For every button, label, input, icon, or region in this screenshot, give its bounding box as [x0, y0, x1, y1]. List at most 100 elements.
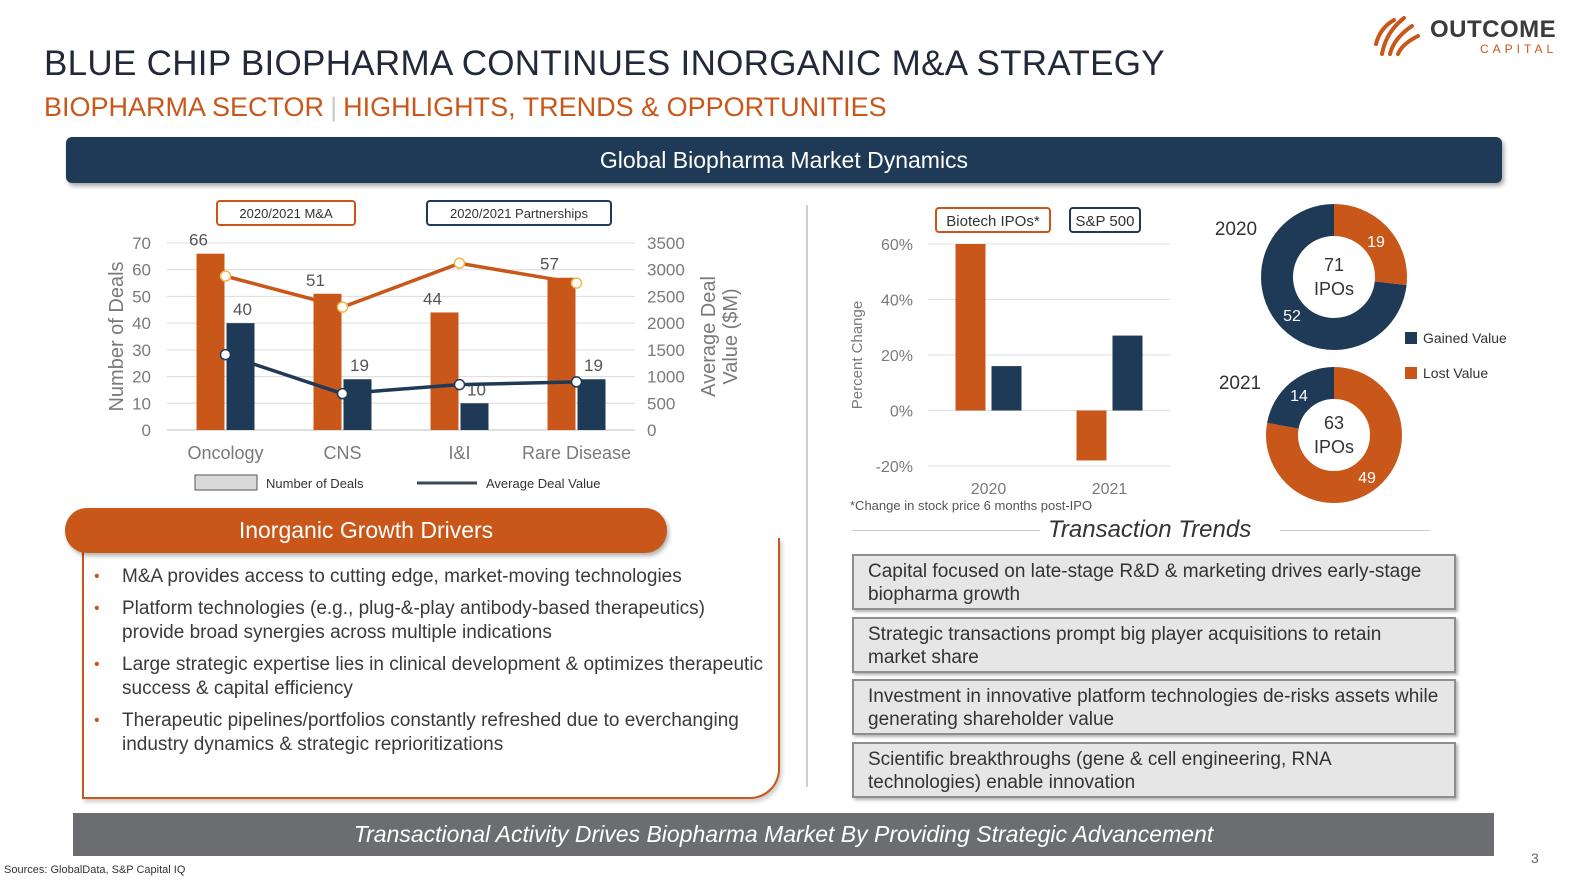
- trend-text: Capital focused on late-stage R&D & mark…: [868, 561, 1422, 605]
- bar: [226, 323, 255, 430]
- logo-wordmark: OUTCOME: [1430, 16, 1557, 43]
- series-legend-label: 2020/2021 M&A: [239, 206, 333, 221]
- donut-year-title: 2020: [1215, 219, 1257, 240]
- donut-center-value: 63: [1324, 413, 1344, 433]
- y-tick-label: 0: [142, 421, 151, 440]
- y2-tick-label: 500: [647, 394, 675, 413]
- y-tick-label: 20%: [881, 348, 913, 365]
- trend-text: Strategic transactions prompt big player…: [868, 624, 1382, 668]
- page-subtitle: BIOPHARMA SECTOR | HIGHLIGHTS, TRENDS & OP…: [44, 92, 887, 123]
- x-tick-label: 2020: [971, 481, 1007, 498]
- deal-value-point: [336, 301, 349, 313]
- bullet-icon: •: [94, 712, 100, 729]
- y2-tick-label: 0: [647, 421, 656, 440]
- conclusion-text: Transactional Activity Drives Biopharma …: [353, 821, 1214, 847]
- logo-ray-1: [1380, 16, 1406, 56]
- y2-tick-label: 2500: [647, 287, 685, 306]
- donut-legend-swatch: [1405, 332, 1417, 344]
- vertical-divider: [806, 205, 808, 787]
- series-legend-box: [935, 207, 1051, 233]
- y-tick-label: 40%: [881, 293, 913, 310]
- y-tick-label: 30: [132, 341, 151, 360]
- bar: [991, 366, 1022, 411]
- y-tick-label: 0%: [890, 404, 913, 421]
- donut-center-label: IPOs: [1314, 279, 1354, 299]
- y-tick-label: -20%: [876, 459, 913, 476]
- bar-value-label: 19: [350, 356, 369, 375]
- bullet-icon: •: [94, 568, 100, 585]
- y2-tick-label: 3000: [647, 261, 685, 280]
- x-tick-label: I&I: [448, 443, 470, 463]
- legend-line-label: Average Deal Value: [486, 476, 600, 491]
- trend-item: Scientific breakthroughs (gene & cell en…: [852, 742, 1456, 798]
- y-tick-label: 50: [132, 287, 151, 306]
- bar-value-label: 57: [540, 255, 559, 274]
- bar: [430, 312, 459, 430]
- growth-drivers-title: Inorganic Growth Drivers: [238, 517, 494, 543]
- x-tick-label: Rare Disease: [522, 443, 631, 463]
- y2-tick-label: 1000: [647, 368, 685, 387]
- y-axis-label: Percent Change: [849, 301, 866, 409]
- trends-rule-right: [1280, 530, 1430, 531]
- trend-item: Investment in innovative platform techno…: [852, 679, 1456, 735]
- trend-text: Investment in innovative platform techno…: [868, 686, 1439, 730]
- y-tick-label: 70: [132, 234, 151, 253]
- ma-partnerships-chart: 2020/2021 M&A 2020/2021 Partnerships 0 10 2…: [106, 200, 742, 491]
- y-tick-label: 20: [132, 368, 151, 387]
- bar: [313, 293, 342, 430]
- bar-value-label: 66: [189, 231, 208, 250]
- x-tick-label: 2021: [1092, 481, 1128, 498]
- series-legend-label: S&P 500: [1076, 213, 1135, 230]
- bar: [547, 277, 576, 430]
- deal-value-line: [224, 353, 577, 396]
- series-legend-box: [426, 200, 612, 226]
- ipo-donut-charts: 2020 71 IPOs 19 52 2021 63 IPOs 14 49 Gained Valu…: [1215, 204, 1507, 503]
- donut-legend-label: Gained Value: [1423, 330, 1507, 346]
- y-axis-label: Number of Deals: [106, 261, 128, 411]
- bullet-icon: •: [94, 656, 100, 673]
- deal-value-line: [225, 261, 577, 309]
- deal-value-point: [453, 378, 466, 391]
- page-title: BLUE CHIP BIOPHARMA CONTINUES INORGANIC …: [44, 44, 1165, 83]
- donut-slice-label: 49: [1358, 470, 1376, 487]
- deal-value-point: [219, 270, 232, 282]
- donut-center-value: 71: [1324, 255, 1344, 275]
- deal-value-point: [453, 257, 466, 270]
- growth-drivers-panel: [82, 538, 780, 799]
- subtitle-separator: |: [330, 92, 338, 122]
- bar: [343, 379, 372, 430]
- legend-bar-swatch: [194, 474, 258, 491]
- y-tick-label: 10: [132, 394, 151, 413]
- market-dynamics-title: Global Biopharma Market Dynamics: [599, 146, 969, 173]
- logo-subtext: CAPITAL: [1480, 42, 1558, 56]
- x-tick-label: Oncology: [187, 443, 263, 463]
- donut-legend-label: Lost Value: [1423, 365, 1488, 381]
- bar-value-label: 44: [423, 289, 442, 308]
- trend-text: Scientific breakthroughs (gene & cell en…: [868, 749, 1331, 793]
- conclusion-banner: Transactional Activity Drives Biopharma …: [73, 813, 1494, 856]
- series-legend-label: Biotech IPOs*: [946, 213, 1040, 230]
- deal-value-point: [219, 348, 232, 361]
- y-tick-label: 60%: [881, 237, 913, 254]
- outcome-capital-logo: OUTCOME CAPITAL: [1372, 10, 1562, 60]
- bar: [1076, 410, 1107, 461]
- driver-text: Platform technologies (e.g., plug-&-play…: [122, 598, 705, 643]
- x-tick-label: CNS: [323, 443, 361, 463]
- trend-item: Capital focused on late-stage R&D & mark…: [852, 554, 1456, 610]
- y2-tick-label: 2000: [647, 314, 685, 333]
- donut-slice-label: 14: [1290, 388, 1308, 405]
- donut-year-title: 2021: [1219, 373, 1261, 394]
- bar: [460, 403, 489, 430]
- driver-text: Therapeutic pipelines/portfolios constan…: [122, 710, 739, 755]
- series-legend-label: 2020/2021 Partnerships: [450, 206, 589, 221]
- growth-drivers-list: • M&A provides access to cutting edge, ma…: [94, 565, 764, 765]
- driver-item: • Therapeutic pipelines/portfolios consta…: [94, 709, 764, 757]
- transaction-trends-title: Transaction Trends: [1048, 516, 1252, 543]
- driver-item: • Platform technologies (e.g., plug-&-pla…: [94, 597, 764, 645]
- bar: [955, 244, 986, 411]
- growth-drivers-header: Inorganic Growth Drivers: [65, 508, 667, 553]
- bar-value-label: 51: [306, 271, 325, 290]
- donut-legend-swatch: [1405, 367, 1417, 379]
- donut-center-label: IPOs: [1314, 437, 1354, 457]
- driver-text: M&A provides access to cutting edge, mar…: [122, 566, 682, 587]
